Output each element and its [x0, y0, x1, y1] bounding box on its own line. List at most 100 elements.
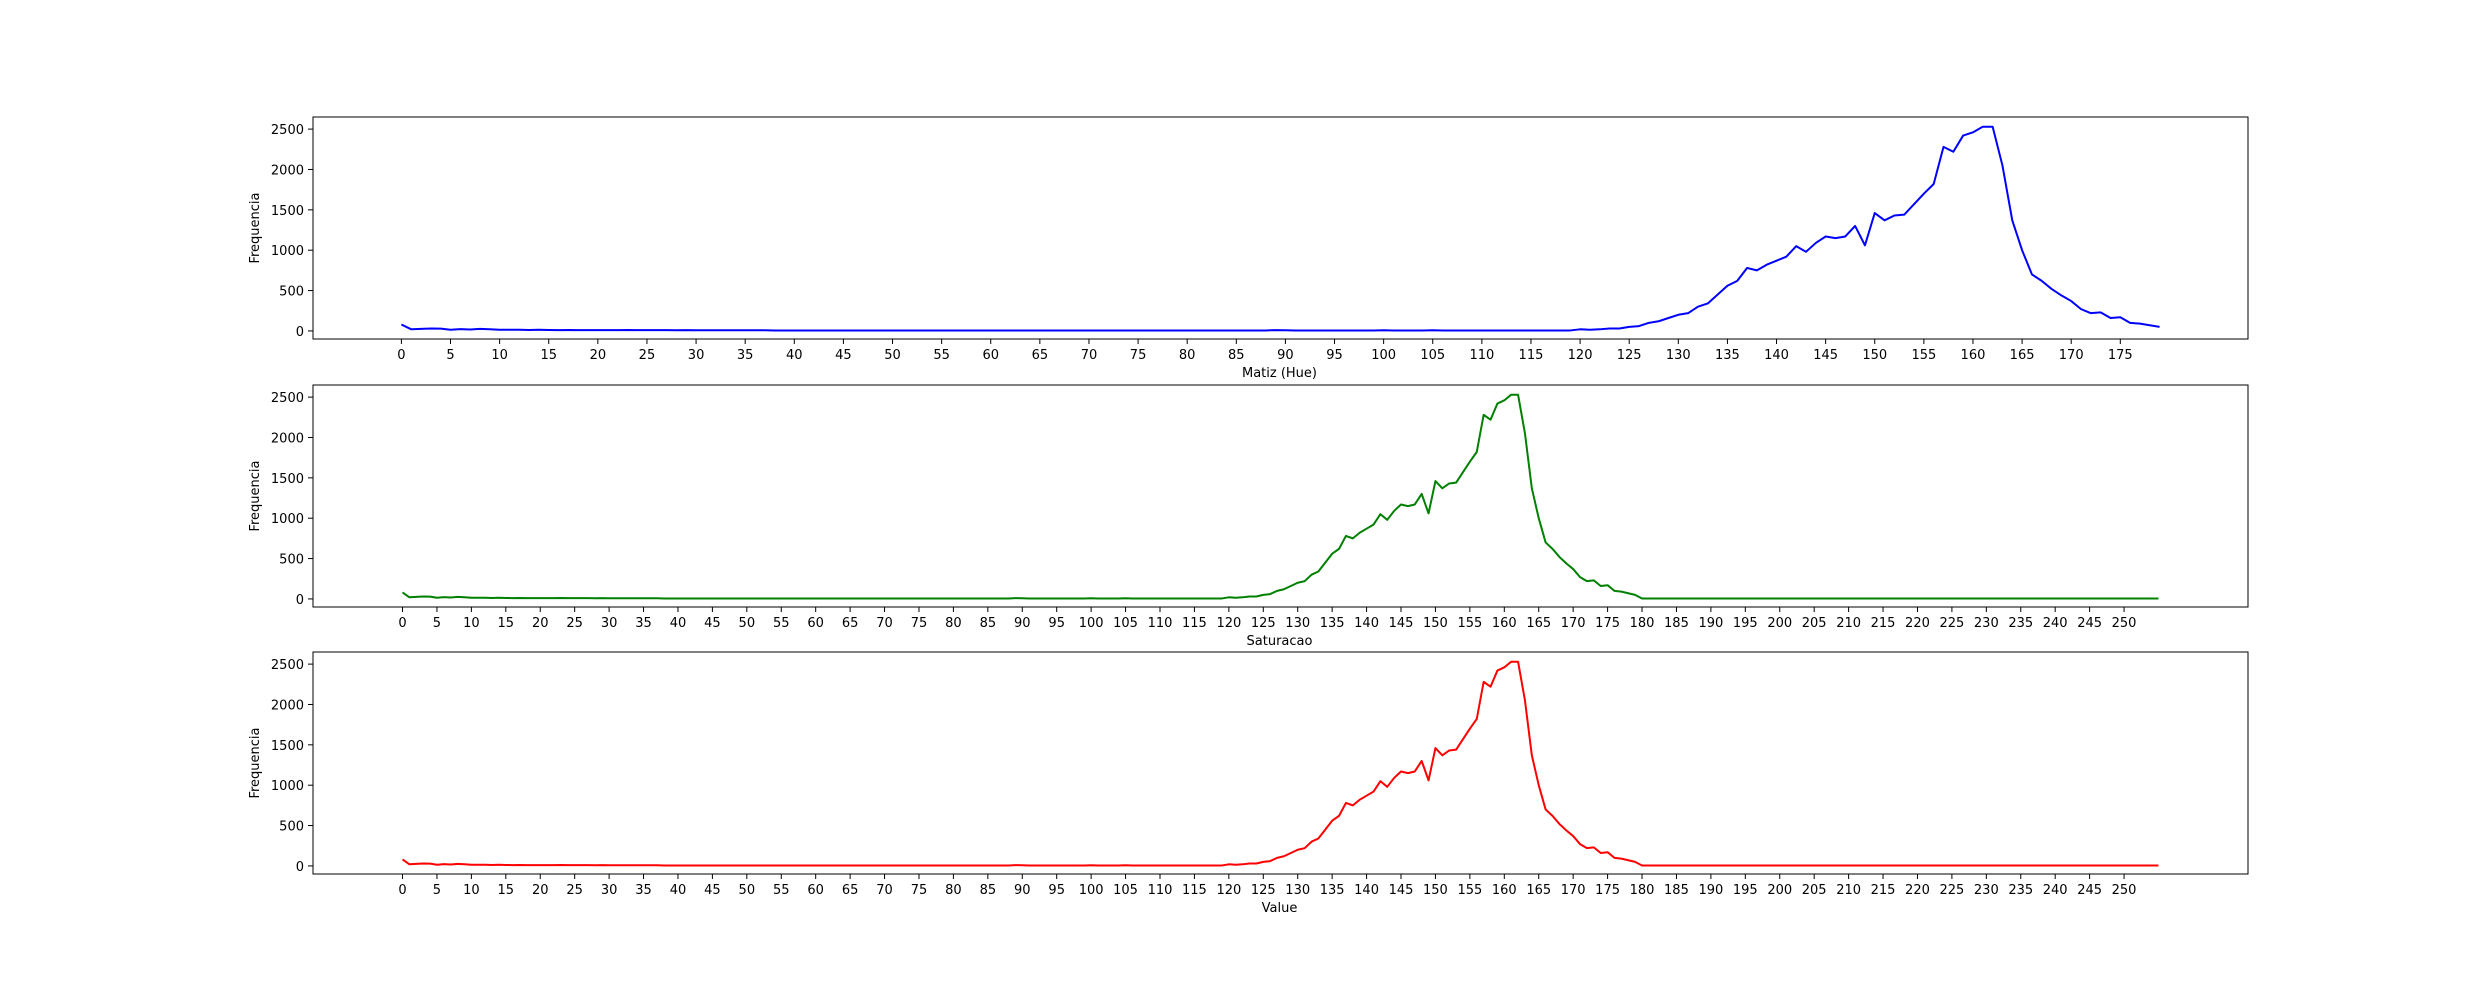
x-tick-label: 90: [1014, 616, 1031, 631]
x-tick-label: 110: [1469, 348, 1494, 363]
chart-panel-2: 0 5 10 15 20 25 30 35 40 45 50 55 60 65 70 75 80 85 90 95 10…: [248, 384, 2249, 649]
x-tick-label: 40: [670, 883, 687, 898]
x-tick-label: 95: [1326, 348, 1343, 363]
x-tick-label: 5: [446, 348, 454, 363]
x-tick-label: 50: [884, 348, 901, 363]
x-tick-label: 25: [639, 348, 656, 363]
chart-panel-1: 0 5 10 15 20 25 30 35 40 45 50 55 60 65 70 75 80 85 90 95 10…: [248, 116, 2249, 381]
x-tick-label: 120: [1216, 616, 1241, 631]
x-tick-label: 250: [2112, 883, 2137, 898]
y-tick-label: 1000: [271, 779, 304, 794]
x-axis-label: Matiz (Hue): [1242, 366, 1317, 381]
x-tick-label: 15: [498, 616, 515, 631]
x-tick-label: 100: [1079, 616, 1104, 631]
x-tick-label: 195: [1733, 616, 1758, 631]
x-tick-label: 75: [1130, 348, 1147, 363]
y-tick-label: 1500: [271, 739, 304, 754]
y-tick-label: 1500: [271, 204, 304, 219]
chart-panel-3: 0 5 10 15 20 25 30 35 40 45 50 55 60 65 70 75 80 85 90 95 10…: [248, 651, 2249, 916]
x-tick-label: 40: [670, 616, 687, 631]
x-axis-label: Value: [1262, 901, 1298, 916]
x-tick-label: 80: [1179, 348, 1196, 363]
x-tick-label: 30: [601, 883, 618, 898]
x-tick-label: 150: [1423, 616, 1448, 631]
x-tick-label: 70: [1081, 348, 1098, 363]
x-tick-label: 170: [2059, 348, 2084, 363]
x-tick-label: 165: [1526, 616, 1551, 631]
x-tick-label: 170: [1561, 616, 1586, 631]
x-tick-label: 215: [1871, 616, 1896, 631]
y-tick-label: 2500: [271, 658, 304, 673]
x-tick-label: 225: [1939, 883, 1964, 898]
chart-panels: 0 5 10 15 20 25 30 35 40 45 50 55 60 65 70 75 80 85 90 95 10…: [248, 116, 2249, 916]
x-tick-label: 100: [1079, 883, 1104, 898]
x-tick-label: 35: [635, 616, 652, 631]
x-tick-label: 135: [1320, 883, 1345, 898]
x-tick-label: 35: [635, 883, 652, 898]
y-tick-label: 0: [296, 325, 304, 340]
x-tick-label: 240: [2043, 883, 2068, 898]
x-tick-label: 140: [1354, 883, 1379, 898]
x-tick-label: 20: [590, 348, 607, 363]
axes-frame-2: [312, 384, 2249, 608]
x-tick-label: 125: [1617, 348, 1642, 363]
x-tick-label: 165: [2010, 348, 2035, 363]
x-tick-label: 190: [1698, 883, 1723, 898]
x-tick-label: 25: [566, 883, 583, 898]
x-tick-label: 145: [1813, 348, 1838, 363]
x-tick-label: 210: [1836, 883, 1861, 898]
x-tick-label: 55: [773, 883, 790, 898]
x-tick-label: 5: [433, 883, 441, 898]
x-tick-label: 100: [1371, 348, 1396, 363]
x-tick-label: 95: [1048, 883, 1065, 898]
x-tick-label: 85: [980, 616, 997, 631]
x-tick-label: 10: [491, 348, 508, 363]
y-tick-label: 500: [279, 285, 304, 300]
x-tick-label: 200: [1767, 883, 1792, 898]
x-tick-label: 90: [1277, 348, 1294, 363]
x-tick-label: 245: [2077, 883, 2102, 898]
axes-frame-1: [312, 116, 2249, 340]
x-tick-label: 85: [980, 883, 997, 898]
x-tick-label: 45: [835, 348, 852, 363]
x-tick-label: 105: [1113, 616, 1138, 631]
y-tick-label: 1500: [271, 472, 304, 487]
x-tick-label: 110: [1148, 616, 1173, 631]
x-tick-label: 85: [1228, 348, 1245, 363]
x-tick-label: 145: [1389, 883, 1414, 898]
y-tick-label: 0: [296, 860, 304, 875]
x-tick-label: 235: [2008, 883, 2033, 898]
x-tick-label: 30: [601, 616, 618, 631]
x-tick-label: 240: [2043, 616, 2068, 631]
x-tick-label: 115: [1182, 616, 1207, 631]
x-tick-label: 65: [842, 883, 859, 898]
x-tick-label: 55: [933, 348, 950, 363]
x-tick-label: 105: [1113, 883, 1138, 898]
x-tick-label: 180: [1630, 616, 1655, 631]
x-tick-label: 130: [1285, 616, 1310, 631]
x-tick-label: 60: [807, 883, 824, 898]
x-tick-label: 140: [1354, 616, 1379, 631]
x-tick-label: 120: [1568, 348, 1593, 363]
x-tick-label: 250: [2112, 616, 2137, 631]
x-tick-label: 150: [1423, 883, 1448, 898]
x-tick-label: 75: [911, 616, 928, 631]
y-axis-label: Frequencia: [248, 727, 263, 798]
axes-frame-3: [312, 651, 2249, 875]
x-tick-label: 55: [773, 616, 790, 631]
x-tick-label: 20: [532, 883, 549, 898]
series-line-2: [401, 393, 2159, 600]
x-tick-label: 45: [704, 883, 721, 898]
x-tick-label: 125: [1251, 883, 1276, 898]
y-tick-label: 2500: [271, 391, 304, 406]
x-axis-label: Saturacao: [1247, 634, 1313, 649]
x-tick-label: 90: [1014, 883, 1031, 898]
x-tick-label: 70: [876, 616, 893, 631]
x-tick-label: 10: [463, 883, 480, 898]
x-tick-label: 105: [1420, 348, 1445, 363]
x-tick-label: 0: [398, 616, 406, 631]
x-tick-label: 175: [1595, 883, 1620, 898]
x-tick-label: 15: [540, 348, 557, 363]
